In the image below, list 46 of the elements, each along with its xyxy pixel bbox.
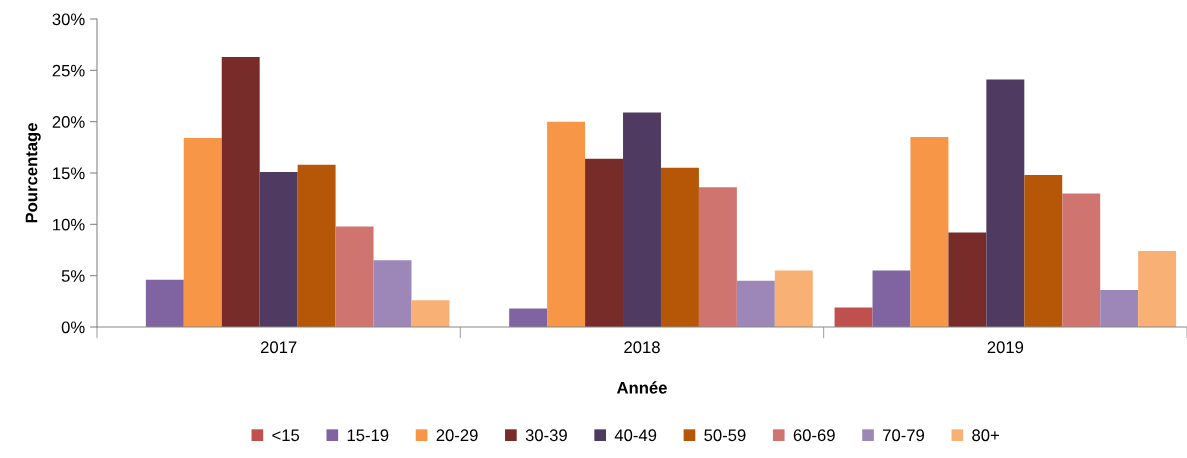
y-tick-label: 20% xyxy=(52,116,85,128)
legend-label: 20-29 xyxy=(436,429,478,442)
bar xyxy=(335,226,374,327)
bar xyxy=(986,79,1025,327)
legend-label: 40-49 xyxy=(614,429,657,442)
bar xyxy=(698,187,737,327)
bar xyxy=(1100,290,1139,327)
bar xyxy=(948,232,987,327)
bar xyxy=(910,137,949,327)
bar xyxy=(411,300,450,327)
x-axis-title: Année xyxy=(616,381,667,394)
legend-label: 70-79 xyxy=(883,429,925,442)
y-tick-label: 5% xyxy=(61,270,85,282)
bar xyxy=(1024,175,1063,327)
legend-label: 50-59 xyxy=(704,429,746,442)
bar xyxy=(1138,251,1177,327)
y-axis-title: Pourcentage xyxy=(25,123,41,223)
bar xyxy=(736,280,775,327)
bar xyxy=(183,138,222,327)
bar xyxy=(221,56,260,327)
bar xyxy=(1062,193,1101,327)
x-tick-label: 2018 xyxy=(624,341,660,354)
bar xyxy=(660,167,699,327)
legend-label: 15-19 xyxy=(347,429,389,442)
bar xyxy=(145,279,184,327)
x-tick-label: 2019 xyxy=(987,341,1024,354)
bar xyxy=(774,270,813,327)
bar xyxy=(547,121,586,327)
bar xyxy=(259,171,298,327)
bar xyxy=(297,164,336,327)
legend-label: 80+ xyxy=(972,429,999,442)
bar xyxy=(373,260,412,327)
y-tick-label: 10% xyxy=(53,218,85,231)
y-tick-label: 15% xyxy=(53,167,85,180)
legend-label: 60-69 xyxy=(793,429,835,442)
x-tick-label: 2017 xyxy=(260,341,297,354)
bar xyxy=(509,308,548,327)
y-tick-label: 30% xyxy=(52,13,85,26)
bar xyxy=(623,112,661,327)
legend-label: <15 xyxy=(272,429,300,442)
y-tick-label: 25% xyxy=(52,64,85,77)
legend-label: 30-39 xyxy=(525,429,567,442)
bar xyxy=(834,307,873,327)
y-tick-label: 0% xyxy=(61,321,85,334)
bar xyxy=(585,158,624,327)
bar xyxy=(872,270,911,327)
